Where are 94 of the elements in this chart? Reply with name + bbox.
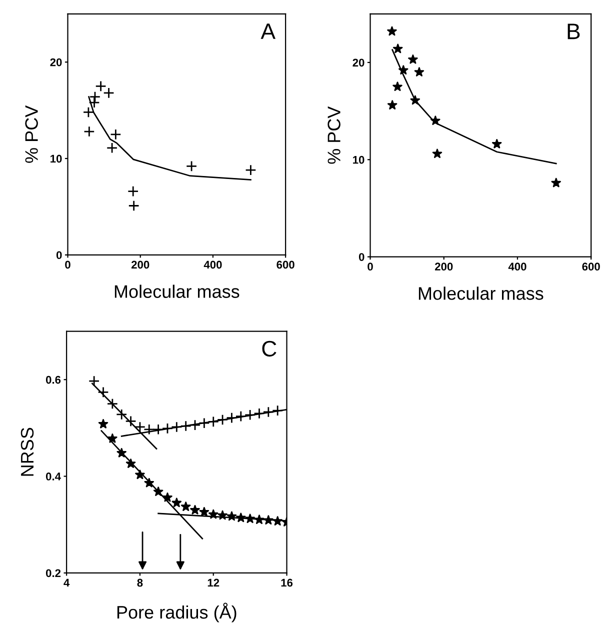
x-tick-label: 0 [368, 262, 373, 271]
x-axis-title: Molecular mass [418, 286, 544, 300]
point [244, 409, 256, 420]
point [162, 422, 174, 434]
point [414, 67, 424, 76]
point [135, 470, 145, 480]
point [125, 416, 136, 427]
point [216, 414, 228, 426]
point [392, 82, 402, 92]
point [153, 486, 164, 496]
point [392, 44, 403, 54]
point [226, 511, 237, 521]
point [189, 419, 201, 431]
point [262, 406, 274, 418]
x-tick-label: 4 [64, 578, 70, 587]
point [110, 128, 122, 140]
point [430, 116, 440, 126]
point [387, 100, 398, 110]
point [88, 96, 100, 108]
point [106, 398, 118, 410]
point [172, 498, 182, 508]
point [134, 421, 146, 433]
point [106, 142, 118, 154]
point [103, 87, 114, 99]
y-tick-label: 0 [358, 253, 364, 261]
point [408, 54, 418, 64]
y-tick-label: 10 [50, 154, 62, 163]
point [190, 505, 200, 514]
annotation: A [260, 24, 276, 39]
x-tick-label: 400 [508, 262, 526, 271]
point [171, 421, 182, 433]
point [180, 420, 192, 432]
point [162, 492, 172, 502]
y-tick-label: 0 [56, 251, 62, 260]
point [432, 148, 442, 158]
point [236, 512, 246, 522]
x-tick-label: 8 [137, 578, 143, 587]
x-axis-title: Molecular mass [114, 284, 240, 298]
point [144, 478, 154, 488]
x-axis-title: Pore radius (Å) [117, 602, 236, 622]
y-axis-title: NRSS [20, 428, 34, 476]
y-tick-label: 10 [353, 156, 364, 164]
point [410, 95, 420, 105]
x-tick-label: 600 [582, 262, 600, 271]
point [198, 418, 210, 429]
point [98, 418, 108, 428]
annotation: C [262, 340, 276, 357]
point [492, 139, 502, 148]
point [208, 416, 219, 428]
y-tick-label: 0.6 [46, 376, 61, 384]
y-tick-label: 20 [352, 58, 364, 67]
point [398, 65, 408, 74]
x-tick-label: 600 [276, 260, 294, 269]
point [254, 408, 265, 420]
point [116, 448, 126, 458]
x-tick-label: 16 [281, 578, 293, 587]
point [264, 515, 274, 525]
x-tick-label: 400 [204, 260, 222, 269]
x-tick-label: 0 [65, 260, 70, 269]
y-axis-title: % PCV [25, 105, 38, 163]
point [180, 502, 191, 511]
point [108, 433, 118, 443]
point [254, 514, 264, 524]
point [199, 506, 210, 516]
point [186, 160, 198, 172]
y-tick-label: 0.2 [46, 569, 61, 578]
x-tick-label: 12 [208, 578, 220, 587]
point [88, 375, 100, 387]
point [272, 516, 282, 526]
point [128, 200, 140, 212]
y-tick-label: 0.4 [46, 472, 61, 480]
point [126, 458, 136, 468]
point [127, 186, 139, 197]
point [144, 424, 155, 435]
point [245, 514, 255, 524]
point [84, 126, 95, 138]
point [218, 510, 228, 520]
point [82, 106, 94, 118]
point [551, 178, 561, 188]
point [235, 410, 246, 422]
point [152, 424, 164, 435]
point [387, 26, 397, 36]
point [226, 412, 238, 424]
point [95, 80, 106, 92]
point [208, 509, 218, 519]
x-tick-label: 200 [131, 260, 150, 269]
point [98, 386, 109, 398]
x-tick-label: 200 [434, 262, 453, 271]
y-tick-label: 20 [50, 58, 62, 66]
annotation: B [568, 24, 580, 40]
point [116, 408, 128, 420]
point [272, 404, 284, 416]
point [245, 164, 256, 176]
y-axis-title: % PCV [328, 106, 340, 164]
